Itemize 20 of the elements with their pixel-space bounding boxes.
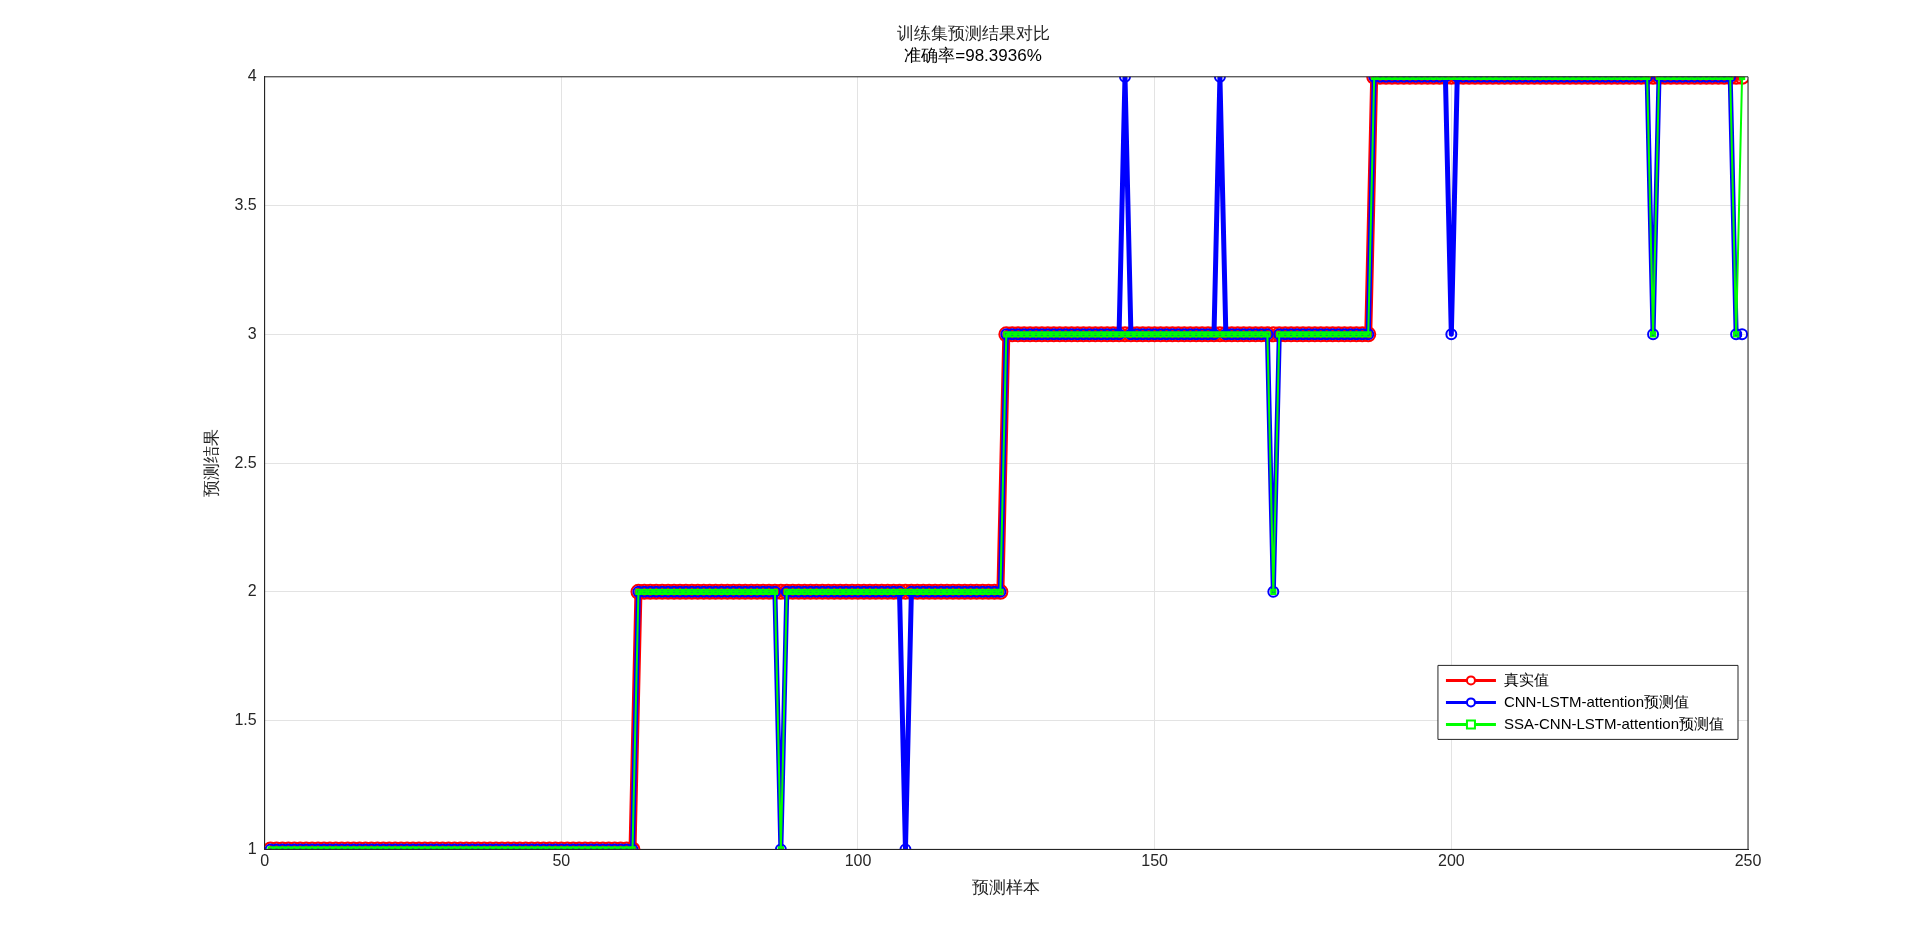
y-tick-label: 3 <box>247 324 257 342</box>
legend-label: CNN-LSTM-attention预测值 <box>1503 692 1689 710</box>
y-axis-title: 预测结果 <box>201 429 221 498</box>
x-axis-title: 预测样本 <box>972 878 1041 898</box>
legend-label: SSA-CNN-LSTM-attention预测值 <box>1503 714 1725 732</box>
y-tick-label: 4 <box>247 67 257 85</box>
y-tick-label: 2.5 <box>234 453 257 471</box>
y-tick-label: 2 <box>247 582 257 600</box>
y-tick-label: 1 <box>247 839 257 857</box>
chart-subtitle: 准确率=98.3936% <box>904 46 1042 66</box>
x-tick-label: 250 <box>1734 852 1762 870</box>
x-tick-label: 50 <box>552 852 571 870</box>
legend-label: 真实值 <box>1503 670 1549 688</box>
x-tick-label: 100 <box>844 852 872 870</box>
y-tick-label: 1.5 <box>234 711 257 729</box>
x-tick-label: 0 <box>260 852 270 870</box>
chart-title: 训练集预测结果对比 <box>896 23 1050 43</box>
x-tick-label: 150 <box>1141 852 1169 870</box>
x-tick-label: 200 <box>1437 852 1465 870</box>
y-tick-label: 3.5 <box>234 195 257 213</box>
